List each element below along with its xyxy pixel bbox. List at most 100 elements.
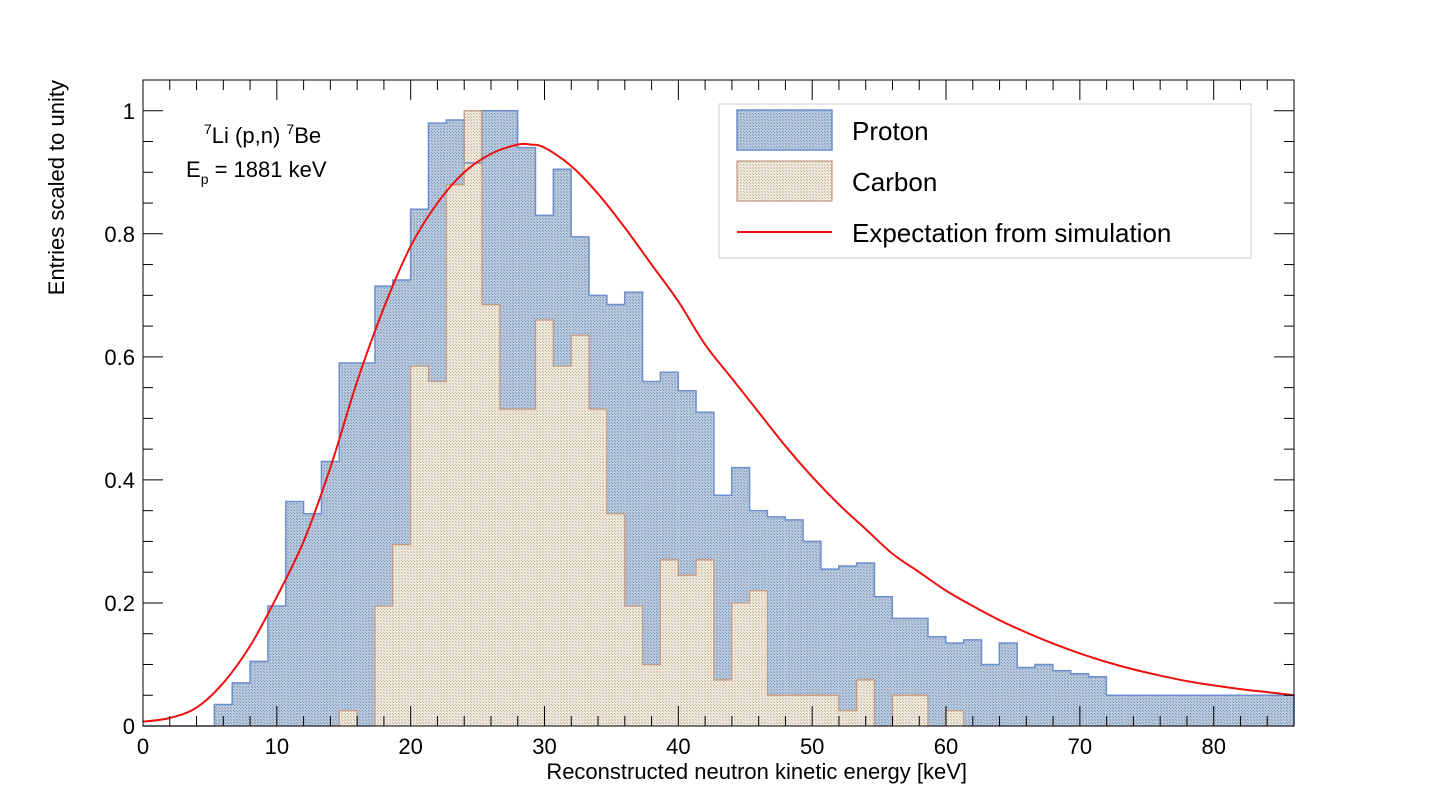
carbon-bar [820, 695, 839, 726]
proton-bar [1124, 695, 1143, 726]
proton-bar [945, 642, 964, 726]
proton-bar [214, 704, 233, 726]
proton-bar [820, 569, 839, 726]
plot-frame [142, 79, 1295, 727]
proton-bar [357, 363, 375, 726]
carbon-bar [339, 710, 358, 726]
y-axis-title: Entries scaled to unity [44, 80, 69, 295]
proton-bar [339, 363, 358, 726]
y-tick-label: 0.6 [104, 345, 135, 370]
energy-prefix: E [186, 157, 201, 182]
legend-label-proton: Proton [852, 116, 929, 146]
proton-bar [303, 513, 322, 726]
svg-text:Ep = 1881 keV: Ep = 1881 keV [186, 157, 327, 187]
legend-swatch-proton [736, 109, 833, 151]
x-tick-label: 80 [1201, 734, 1225, 759]
proton-bar [713, 495, 732, 726]
carbon-bar [767, 695, 786, 726]
proton-bar [1195, 695, 1214, 726]
proton-bar [232, 682, 251, 726]
y-tick-label: 0.2 [104, 591, 135, 616]
proton-bar [1017, 667, 1036, 726]
proton-bar [803, 541, 821, 726]
proton-bar [927, 636, 946, 726]
reaction-annotation: 7Li (p,n) 7Be Ep = 1881 keV [186, 121, 327, 187]
carbon-bar [410, 366, 429, 726]
proton-bar [250, 661, 268, 726]
proton-bar [874, 596, 893, 726]
carbon-bar [660, 559, 679, 726]
proton-bar [1159, 695, 1178, 726]
proton-bar [1070, 673, 1089, 726]
proton-bar [999, 642, 1018, 726]
x-tick-label: 50 [800, 734, 824, 759]
proton-bar [1266, 695, 1285, 726]
y-tick-label: 1 [123, 99, 135, 124]
carbon-bar [499, 409, 518, 726]
carbon-bar [624, 606, 643, 726]
carbon-bar [481, 304, 500, 726]
x-tick-label: 70 [1068, 734, 1092, 759]
svg-text:7Li (p,n) 7Be: 7Li (p,n) 7Be [204, 121, 321, 148]
proton-bar [267, 606, 286, 726]
carbon-bar [606, 513, 625, 726]
carbon-bar [696, 559, 714, 726]
x-tick-label: 0 [137, 734, 149, 759]
carbon-bar [589, 409, 607, 726]
proton-bar [1284, 695, 1294, 726]
proton-bar [1106, 695, 1125, 726]
proton-bar [285, 501, 304, 726]
carbon-bar [731, 602, 750, 726]
y-tick-label: 0 [123, 714, 135, 739]
energy-suffix: = 1881 keV [208, 157, 326, 182]
proton-bar [1231, 695, 1250, 726]
axis-ticks [142, 79, 1295, 727]
proton-bar [785, 519, 804, 726]
carbon-bar [678, 575, 697, 726]
proton-bar [1213, 695, 1232, 726]
carbon-bar [945, 710, 964, 726]
carbon-bar [446, 184, 465, 727]
y-tick-label: 0.8 [104, 222, 135, 247]
proton-bar [981, 664, 1000, 726]
x-tick-label: 60 [934, 734, 958, 759]
carbon-bar [571, 335, 590, 726]
simulation-curve [142, 142, 1295, 723]
reaction-sup-2: 7 [286, 121, 294, 137]
carbon-histogram [339, 110, 964, 727]
proton-bar [1088, 676, 1107, 726]
legend-label-simulation: Expectation from simulation [852, 218, 1171, 248]
y-tick-label: 0.4 [104, 468, 135, 493]
axis-tick-labels: 0 10 20 30 40 50 60 70 80 0 0.2 0.4 0.6 0.8 1 [104, 99, 1226, 759]
proton-bar [1249, 695, 1267, 726]
x-tick-label: 30 [532, 734, 556, 759]
proton-bar [838, 566, 857, 726]
energy-sub: p [201, 171, 209, 187]
carbon-bar [535, 319, 554, 726]
carbon-bar [392, 544, 411, 726]
proton-bar [767, 516, 786, 726]
carbon-bar [428, 381, 447, 726]
x-tick-label: 10 [265, 734, 289, 759]
x-axis-title: Reconstructed neutron kinetic energy [ke… [546, 759, 967, 784]
legend: Proton Carbon Expectation from simulatio… [718, 103, 1252, 259]
carbon-bar [856, 679, 875, 726]
carbon-bar [374, 606, 393, 726]
legend-swatch-carbon [736, 160, 833, 202]
x-tick-label: 40 [666, 734, 690, 759]
x-tick-label: 20 [398, 734, 422, 759]
proton-bar [963, 639, 982, 726]
carbon-bar [517, 409, 536, 726]
proton-bar [1177, 695, 1196, 726]
carbon-bar [642, 664, 661, 726]
carbon-bar [464, 110, 482, 726]
proton-bar [321, 461, 340, 726]
reaction-text-2: Be [294, 123, 321, 148]
carbon-bar [785, 695, 804, 726]
carbon-bar [553, 366, 572, 726]
carbon-bar [838, 710, 857, 726]
proton-bar [642, 381, 661, 726]
proton-bar [1035, 664, 1053, 726]
carbon-bar [749, 590, 768, 726]
